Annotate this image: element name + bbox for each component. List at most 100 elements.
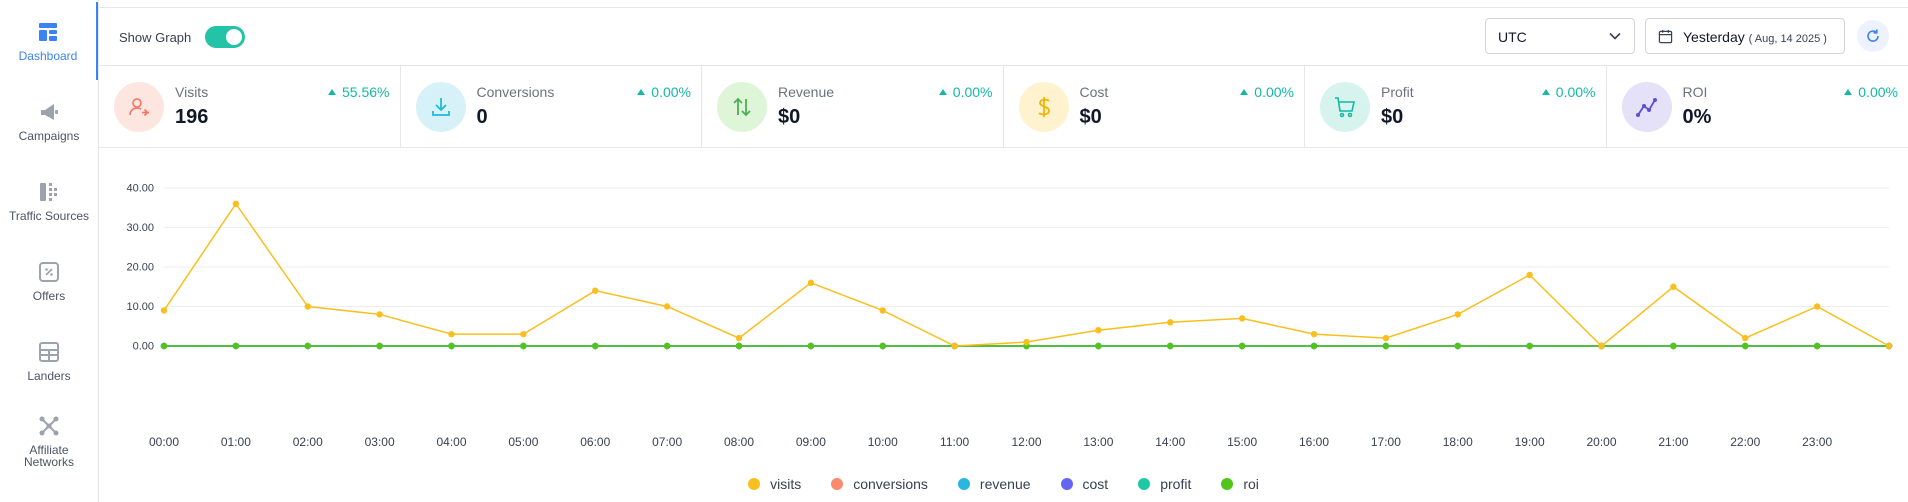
x-tick-label: 18:00 xyxy=(1443,435,1473,449)
data-point-visits xyxy=(1167,319,1174,326)
legend-item-roi[interactable]: roi xyxy=(1221,474,1259,494)
x-tick-label: 11:00 xyxy=(940,435,969,449)
metric-value: $0 xyxy=(778,106,801,128)
calendar-icon xyxy=(1658,29,1673,44)
data-point-visits xyxy=(1238,315,1246,322)
timezone-select[interactable]: UTC xyxy=(1485,18,1635,54)
toolbar: Show Graph UTC Yesterday ( Aug, 14 2025 … xyxy=(99,8,1908,66)
metric-value: $0 xyxy=(1381,106,1404,128)
y-tick-label: 20.00 xyxy=(126,262,154,274)
show-graph-toggle[interactable] xyxy=(205,26,245,48)
x-tick-label: 10:00 xyxy=(868,435,898,449)
arrows-up-down-icon xyxy=(733,97,751,117)
metric-change-value: 0.00% xyxy=(952,84,993,100)
sidebar-item-dashboard[interactable]: Dashboard xyxy=(0,2,98,80)
legend-dot xyxy=(748,478,761,490)
x-tick-label: 22:00 xyxy=(1730,435,1760,449)
dollar-icon xyxy=(1037,97,1050,117)
legend-dot xyxy=(1060,478,1073,490)
x-tick-label: 20:00 xyxy=(1586,435,1616,449)
x-tick-label: 14:00 xyxy=(1155,435,1185,449)
data-point-visits xyxy=(1310,330,1318,338)
data-point-roi xyxy=(1382,342,1390,350)
data-point-visits xyxy=(1454,311,1461,318)
metrics-row: Visits 196 55.56% Conversions 0 0.00% Re… xyxy=(99,66,1908,148)
legend-item-conversions[interactable]: conversions xyxy=(831,474,928,494)
metric-change: 55.56% xyxy=(328,84,390,100)
cart-icon xyxy=(1335,97,1355,118)
data-point-roi xyxy=(735,342,743,350)
caret-up-icon xyxy=(328,89,337,95)
top-divider xyxy=(99,7,1908,8)
legend-label: roi xyxy=(1243,476,1259,492)
megaphone-icon xyxy=(41,104,58,120)
data-point-roi xyxy=(1526,342,1533,350)
chevron-down-icon xyxy=(1609,32,1621,40)
refresh-button[interactable] xyxy=(1857,20,1889,52)
x-tick-label: 21:00 xyxy=(1658,435,1688,449)
date-range-button[interactable]: Yesterday ( Aug, 14 2025 ) xyxy=(1645,18,1845,54)
x-tick-label: 08:00 xyxy=(724,435,754,449)
metric-name: Revenue xyxy=(778,84,835,100)
metric-change: 0.00% xyxy=(1844,84,1898,100)
x-tick-label: 17:00 xyxy=(1371,435,1401,449)
data-point-roi xyxy=(663,342,671,350)
series-line-visits xyxy=(163,202,1890,348)
legend-dot xyxy=(1221,478,1234,490)
data-point-visits xyxy=(160,307,168,314)
legend-item-visits[interactable]: visits xyxy=(748,474,801,494)
metric-change: 0.00% xyxy=(1240,84,1294,100)
metric-name: ROI xyxy=(1682,84,1708,100)
data-point-visits xyxy=(376,311,383,318)
metric-value: 0% xyxy=(1682,106,1712,128)
metric-conversions: Conversions 0 0.00% xyxy=(401,66,702,148)
data-point-roi xyxy=(879,342,886,350)
caret-up-icon xyxy=(1844,89,1853,95)
metric-profit: Profit $0 0.00% xyxy=(1305,66,1607,148)
data-point-roi xyxy=(304,342,311,350)
download-icon xyxy=(431,98,450,116)
legend-label: revenue xyxy=(979,476,1031,492)
data-point-roi xyxy=(1167,342,1174,350)
metric-name: Profit xyxy=(1381,84,1414,100)
data-point-roi xyxy=(1742,342,1749,350)
sidebar-item-label: Traffic Sources xyxy=(8,209,90,223)
x-tick-label: 12:00 xyxy=(1011,435,1041,449)
data-point-visits xyxy=(1382,334,1390,342)
metric-change-value: 0.00% xyxy=(1254,84,1294,100)
data-point-visits xyxy=(1742,334,1749,342)
sidebar-item-landers[interactable]: Landers xyxy=(0,322,98,400)
metric-change: 0.00% xyxy=(1541,84,1596,100)
sidebar-item-campaigns[interactable]: Campaigns xyxy=(0,82,98,160)
data-point-roi xyxy=(1670,342,1677,350)
sidebar-item-traffic-sources[interactable]: Traffic Sources xyxy=(0,162,98,240)
metric-visits: Visits 196 55.56% xyxy=(99,66,401,148)
y-tick-label: 30.00 xyxy=(126,222,154,234)
x-tick-label: 23:00 xyxy=(1802,435,1832,449)
sidebar-item-offers[interactable]: Offers xyxy=(0,242,98,320)
data-point-visits xyxy=(663,303,671,310)
data-point-roi xyxy=(1095,342,1102,350)
sidebar-item-affiliate-networks[interactable]: Affiliate Networks xyxy=(0,402,98,480)
legend-dot xyxy=(831,478,844,490)
traffic-sources-icon xyxy=(40,183,57,201)
caret-up-icon xyxy=(637,89,646,95)
legend-label: cost xyxy=(1082,476,1109,492)
x-tick-label: 07:00 xyxy=(652,435,682,449)
network-icon xyxy=(39,416,59,436)
metric-name: Visits xyxy=(175,84,209,100)
x-tick-label: 09:00 xyxy=(796,435,826,449)
legend-item-cost[interactable]: cost xyxy=(1060,474,1109,494)
metric-change: 0.00% xyxy=(938,84,993,100)
timezone-value: UTC xyxy=(1498,29,1527,45)
data-point-roi xyxy=(448,342,455,350)
metric-icon-circle xyxy=(415,82,466,132)
data-point-visits xyxy=(1885,342,1893,350)
sidebar: Dashboard Campaigns Traffic Sources Offe… xyxy=(0,0,99,502)
legend-item-revenue[interactable]: revenue xyxy=(957,474,1031,494)
metric-change: 0.00% xyxy=(637,84,691,100)
legend-item-profit[interactable]: profit xyxy=(1138,474,1191,494)
data-point-visits xyxy=(1095,327,1102,334)
x-tick-label: 01:00 xyxy=(221,435,251,449)
metric-icon-circle xyxy=(1621,82,1672,132)
